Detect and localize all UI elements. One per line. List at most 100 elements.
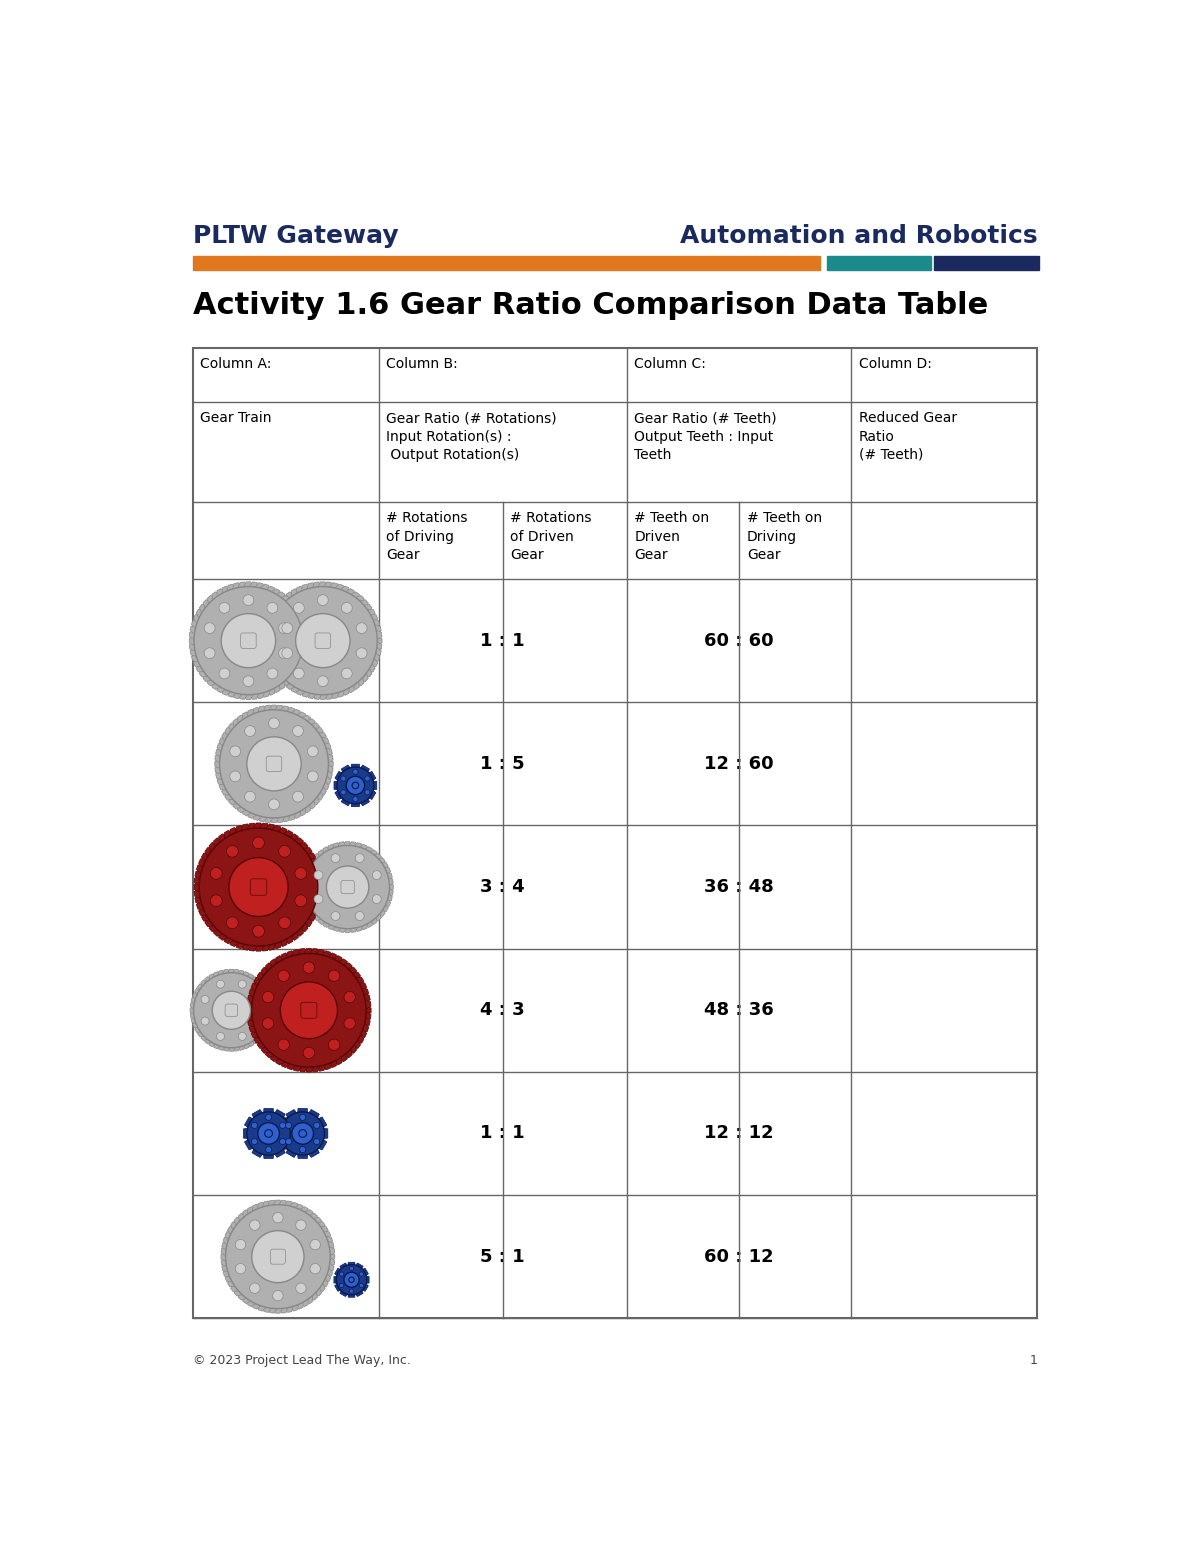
Polygon shape [304,848,312,857]
Polygon shape [274,668,282,677]
Polygon shape [300,1207,308,1214]
Polygon shape [316,870,322,881]
Circle shape [202,995,209,1003]
Polygon shape [214,1044,221,1048]
Circle shape [247,1112,290,1155]
Polygon shape [359,1028,367,1037]
Circle shape [229,770,241,781]
Polygon shape [190,1006,193,1014]
Circle shape [299,1129,306,1137]
Polygon shape [247,1017,254,1027]
Polygon shape [365,846,372,853]
Circle shape [252,926,264,936]
Text: 1 : 5: 1 : 5 [480,755,524,773]
Polygon shape [328,924,335,930]
Polygon shape [194,895,202,904]
Circle shape [216,1033,224,1041]
Polygon shape [218,834,228,843]
Polygon shape [294,927,304,936]
Polygon shape [296,615,304,623]
Circle shape [293,725,304,736]
Polygon shape [317,1283,325,1292]
Polygon shape [340,1263,347,1269]
Polygon shape [228,969,235,972]
Polygon shape [218,1045,226,1050]
Polygon shape [312,694,322,699]
Circle shape [314,871,323,879]
Circle shape [341,603,353,613]
Polygon shape [242,972,250,977]
Circle shape [242,676,254,686]
Text: 60 : 60: 60 : 60 [704,632,774,649]
Polygon shape [265,992,270,999]
Circle shape [265,1129,272,1137]
Polygon shape [329,1258,335,1267]
Polygon shape [247,823,258,829]
Polygon shape [229,828,239,836]
Bar [304,1005,314,1016]
Polygon shape [378,857,385,865]
Polygon shape [286,1149,296,1157]
Polygon shape [364,994,371,1003]
Polygon shape [289,668,298,677]
Circle shape [372,895,382,904]
Polygon shape [200,1034,208,1041]
Polygon shape [311,797,319,804]
Polygon shape [264,648,271,657]
Polygon shape [341,585,349,593]
Polygon shape [329,1247,335,1256]
Polygon shape [384,868,391,874]
Polygon shape [247,1011,253,1020]
Polygon shape [234,1218,242,1225]
Polygon shape [370,918,377,924]
Polygon shape [194,870,202,881]
Circle shape [346,776,365,795]
Polygon shape [293,663,301,672]
Polygon shape [230,1283,239,1292]
Polygon shape [341,766,350,772]
Polygon shape [275,705,284,711]
Polygon shape [340,1291,347,1297]
Polygon shape [338,842,346,846]
Polygon shape [373,620,379,629]
Polygon shape [298,711,306,719]
Polygon shape [194,988,200,994]
Polygon shape [264,637,269,646]
Polygon shape [223,1047,230,1051]
Polygon shape [324,582,334,587]
Circle shape [245,790,256,801]
Polygon shape [296,585,305,593]
Circle shape [210,895,222,907]
Polygon shape [292,710,300,716]
Polygon shape [292,589,300,596]
Polygon shape [276,682,284,690]
Polygon shape [264,641,270,651]
Polygon shape [308,1149,319,1157]
Polygon shape [252,1149,263,1157]
Polygon shape [194,876,200,887]
Text: Automation and Robotics: Automation and Robotics [679,225,1037,248]
Polygon shape [217,685,226,693]
Circle shape [229,745,241,756]
Polygon shape [348,968,356,975]
Polygon shape [222,787,229,795]
Text: Column B:: Column B: [386,357,458,371]
Polygon shape [247,1041,253,1047]
Polygon shape [298,1154,307,1159]
Polygon shape [377,637,382,646]
Polygon shape [234,1287,242,1297]
Circle shape [331,854,340,862]
Circle shape [340,1272,344,1277]
Circle shape [278,971,289,981]
Circle shape [220,603,230,613]
Polygon shape [326,749,332,758]
Polygon shape [266,652,272,662]
Polygon shape [302,637,307,646]
Polygon shape [229,938,239,947]
Polygon shape [307,582,316,589]
Circle shape [212,991,251,1030]
Polygon shape [361,766,370,772]
Polygon shape [343,929,352,932]
Polygon shape [313,863,320,874]
Polygon shape [281,954,290,961]
